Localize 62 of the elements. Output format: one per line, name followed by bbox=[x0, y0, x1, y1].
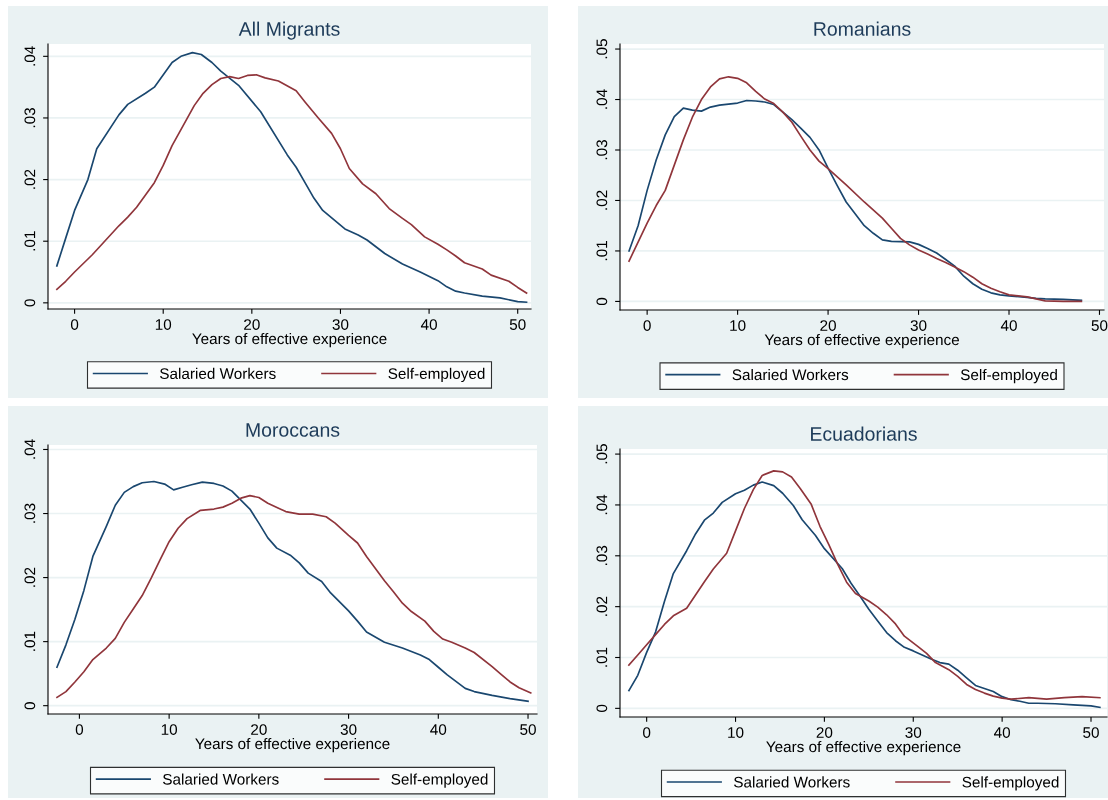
legend-label: Salaried Workers bbox=[160, 367, 276, 380]
x-tick-label: 10 bbox=[155, 319, 172, 330]
x-axis-title: Years of effective experience bbox=[766, 740, 961, 756]
y-tick-label: 0 bbox=[596, 297, 608, 306]
x-tick-label: 50 bbox=[520, 724, 536, 735]
y-tick-label: .03 bbox=[24, 108, 36, 128]
x-tick-label: 50 bbox=[1091, 320, 1108, 331]
y-tick-label: .01 bbox=[596, 241, 608, 261]
y-tick-label: .04 bbox=[24, 46, 36, 66]
y-tick-label: .01 bbox=[596, 647, 608, 667]
x-tick-label: 50 bbox=[1083, 727, 1099, 738]
x-tick-label: 40 bbox=[420, 319, 437, 330]
x-tick-label: 30 bbox=[905, 727, 922, 738]
x-tick-label: 0 bbox=[643, 727, 651, 738]
y-tick-label: .03 bbox=[596, 140, 608, 160]
legend-label: Salaried Workers bbox=[163, 773, 279, 785]
x-tick-label: 20 bbox=[820, 320, 836, 331]
legend-label: Self-employed bbox=[388, 367, 485, 383]
y-tick-label: .02 bbox=[24, 169, 36, 189]
legend-label: Salaried Workers bbox=[732, 368, 849, 381]
x-tick-label: 10 bbox=[728, 727, 744, 738]
y-tick-label: 0 bbox=[24, 299, 36, 307]
legend-label: Self-employed bbox=[962, 776, 1059, 791]
x-tick-label: 10 bbox=[730, 320, 746, 331]
x-tick-label: 0 bbox=[70, 319, 79, 330]
y-tick-label: .02 bbox=[24, 567, 36, 587]
y-tick-label: .05 bbox=[596, 444, 608, 464]
x-tick-label: 30 bbox=[332, 319, 349, 330]
legend-label: Salaried Workers bbox=[734, 776, 850, 788]
x-axis-title: Years of effective experience bbox=[195, 737, 390, 753]
x-tick-label: 40 bbox=[993, 727, 1011, 738]
x-tick-label: 30 bbox=[910, 320, 927, 331]
x-tick-label: 40 bbox=[1000, 320, 1017, 331]
chart-title: Moroccans bbox=[246, 423, 340, 437]
x-tick-label: 20 bbox=[816, 727, 833, 738]
y-tick-label: .04 bbox=[596, 494, 608, 515]
y-tick-label: .04 bbox=[24, 439, 36, 459]
y-tick-label: .02 bbox=[596, 190, 608, 210]
y-tick-label: .02 bbox=[596, 596, 608, 616]
x-tick-label: 0 bbox=[643, 320, 651, 331]
y-tick-label: .01 bbox=[24, 631, 36, 651]
y-tick-label: .01 bbox=[24, 231, 36, 251]
chart-title: Romanians bbox=[814, 21, 911, 36]
x-tick-label: 20 bbox=[244, 319, 260, 330]
y-tick-label: 0 bbox=[24, 702, 36, 710]
x-tick-label: 50 bbox=[509, 319, 526, 330]
x-tick-label: 20 bbox=[251, 724, 267, 735]
chart-title: All Migrants bbox=[238, 21, 340, 40]
y-tick-label: 0 bbox=[596, 704, 608, 713]
y-tick-label: .05 bbox=[596, 39, 608, 59]
x-tick-label: 40 bbox=[430, 724, 447, 735]
y-tick-label: .03 bbox=[596, 545, 608, 566]
y-tick-label: .04 bbox=[596, 89, 608, 109]
y-tick-label: .03 bbox=[24, 503, 36, 523]
x-axis-title: Years of effective experience bbox=[192, 332, 387, 348]
legend-label: Self-employed bbox=[391, 773, 488, 788]
legend-label: Self-employed bbox=[960, 368, 1057, 384]
chart-title: Ecuadorians bbox=[811, 426, 917, 441]
x-axis-title: Years of effective experience bbox=[764, 333, 960, 349]
x-tick-label: 10 bbox=[161, 724, 178, 735]
x-tick-label: 0 bbox=[75, 724, 84, 735]
x-tick-label: 30 bbox=[340, 724, 357, 735]
